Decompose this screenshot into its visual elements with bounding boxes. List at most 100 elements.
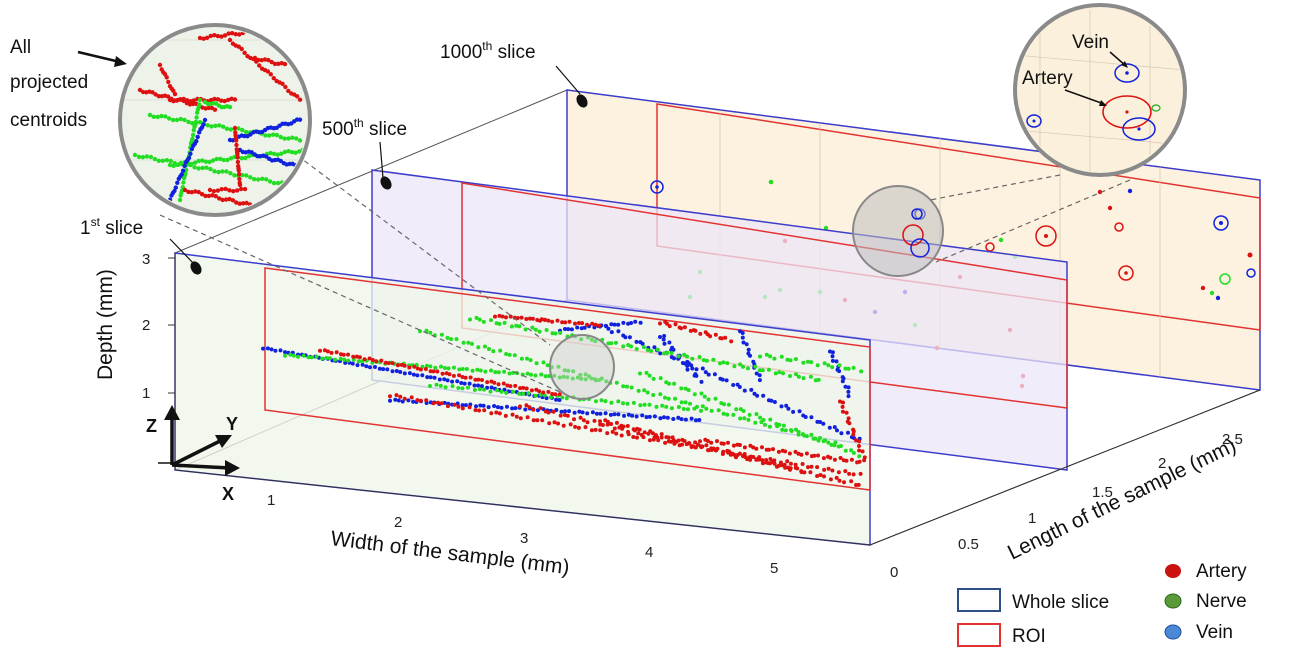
nerve-track-point (857, 454, 862, 459)
nerve-track-point (783, 428, 788, 433)
vein-track-point (754, 371, 759, 376)
nerve-track-point (779, 354, 784, 359)
zoom-centroid-point (169, 193, 174, 198)
vein-track-point (827, 425, 832, 430)
artery-track-point (529, 388, 534, 393)
nerve-track-point (552, 373, 557, 378)
artery-track-point (826, 466, 831, 471)
vein-track-point (749, 387, 754, 392)
nerve-track-point (651, 376, 656, 381)
nerve-track-point (685, 354, 689, 359)
artery-track-point (698, 331, 703, 336)
legend-roi-swatch (957, 623, 1001, 647)
vein-track-point (569, 327, 574, 332)
nerve-track-point (603, 399, 608, 404)
vein-track-point (837, 369, 842, 374)
vein-track-point (428, 375, 433, 380)
nerve-track-point (701, 358, 706, 363)
artery-track-point (605, 431, 610, 436)
vein-track-point (629, 321, 634, 325)
nerve-track-point (553, 331, 558, 336)
zoom-centroid-point (163, 114, 168, 119)
zoom-centroid-point (278, 134, 283, 140)
artery-track-point (631, 435, 636, 439)
artery-track-point (679, 326, 684, 331)
vein-track-point (662, 415, 666, 420)
nerve-track-point (836, 444, 841, 449)
artery-track-point (857, 439, 862, 444)
nerve-track-point (544, 328, 549, 332)
zoom-centroid-point (297, 149, 302, 154)
nerve-track-point (489, 368, 494, 373)
nerve-track-point (489, 318, 493, 323)
vein-track-point (658, 351, 663, 356)
nerve-track-point (801, 376, 806, 381)
nerve-track-point (638, 371, 642, 376)
nerve-track-point (636, 388, 641, 393)
legend-roi-label: ROI (1012, 626, 1046, 647)
nerve-track-point (753, 364, 758, 369)
vein-track-point (462, 381, 467, 386)
zoom-centroid-point (219, 187, 224, 192)
nerve-track-point (533, 393, 538, 398)
artery-track-point (849, 457, 854, 462)
artery-track-point (501, 381, 506, 386)
zoom-centroid-point (166, 79, 171, 85)
vein-track-point (791, 409, 796, 414)
nerve-track-point (547, 374, 551, 379)
artery-track-point (585, 420, 590, 425)
artery-track-point (851, 429, 856, 434)
artery-track-point (322, 348, 327, 353)
nerve-track-point (609, 341, 614, 346)
artery-track-point (704, 443, 709, 448)
artery-track-point (698, 444, 703, 449)
zoom-centroid-point (279, 61, 284, 66)
artery-track-point (612, 426, 617, 431)
vein-track-point (467, 381, 472, 386)
vein-track-point (731, 383, 736, 387)
zoom-centroid-point (224, 169, 229, 174)
vein-track-point (432, 375, 437, 380)
legend-artery-marker (1165, 564, 1181, 578)
artery-track-point (665, 321, 669, 326)
vein-track-point (661, 337, 666, 342)
artery-track-point (605, 419, 610, 424)
svg-text:1: 1 (267, 492, 275, 509)
artery-track-point (625, 424, 630, 428)
nerve-track-point (801, 360, 806, 365)
zoom-centroid-point (290, 135, 295, 140)
nerve-track-point (452, 365, 456, 370)
vein-track-point (559, 409, 564, 414)
artery-track-point (687, 441, 692, 446)
zoom-centroid-point (233, 135, 239, 140)
artery-track-point (418, 398, 423, 403)
zoom-centroid-point (171, 163, 176, 168)
nerve-track-point (664, 404, 669, 409)
nerve-track-point (450, 384, 455, 389)
nerve-track-point (446, 366, 451, 371)
vein-track-point (679, 417, 684, 422)
zoom-centroid-point (246, 154, 252, 159)
nerve-track-point (495, 388, 500, 393)
artery-track-point (468, 375, 473, 380)
zoom-centroid-point (276, 61, 281, 66)
nerve-track-point (621, 384, 626, 389)
nerve-track-point (517, 391, 521, 396)
nerve-track-point (523, 327, 528, 332)
nerve-track-point (578, 372, 583, 377)
vein-track-point (699, 379, 704, 384)
nerve-track-point (794, 427, 798, 432)
artery-track-point (610, 429, 615, 434)
zoom-centroid-point (186, 119, 191, 125)
zoom-centroid-point (212, 33, 217, 38)
zoom-centroid-point (160, 158, 165, 163)
nerve-track-point (777, 370, 782, 375)
artery-track-point (812, 453, 817, 458)
vein-track-point (523, 407, 528, 412)
artery-track-point (737, 443, 742, 447)
svg-text:5: 5 (770, 560, 778, 577)
depth-axis: 3 2 1 Depth (mm) (94, 251, 176, 470)
artery-track-point (857, 448, 862, 453)
nerve-track-point (808, 374, 813, 379)
nerve-track-point (645, 348, 650, 352)
